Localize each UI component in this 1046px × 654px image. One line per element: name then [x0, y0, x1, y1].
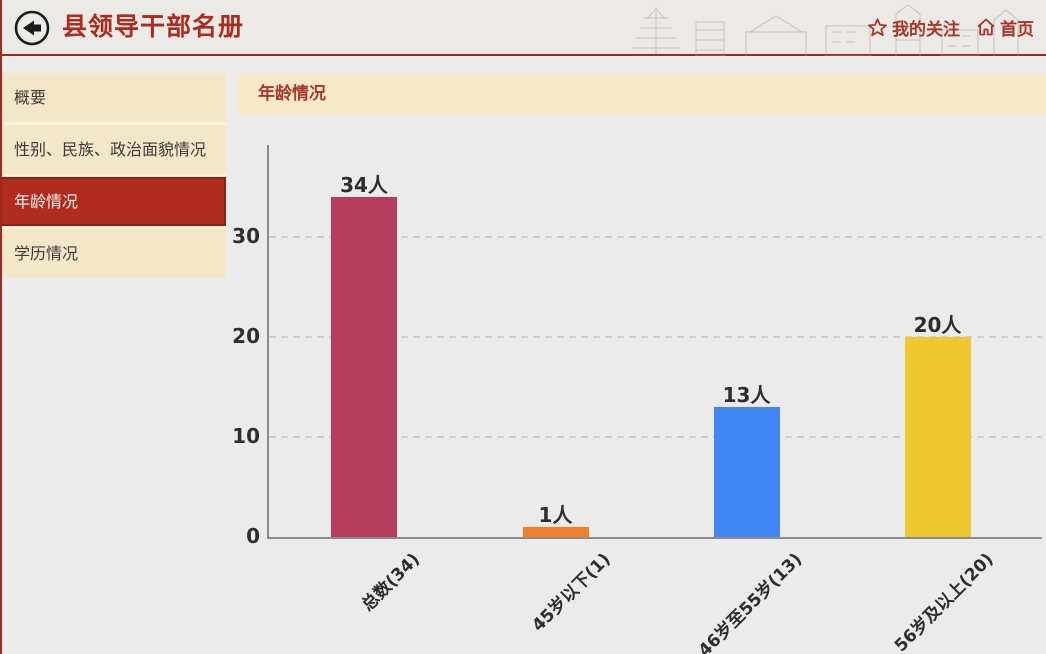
back-arrow-icon — [14, 10, 50, 46]
section-title: 年龄情况 — [258, 84, 326, 104]
bar-value-label: 20人 — [913, 313, 962, 337]
back-button[interactable] — [12, 8, 52, 48]
chart-bar-3[interactable] — [713, 407, 780, 537]
home-label: 首页 — [1000, 19, 1034, 40]
sidebar: 概要 性别、民族、政治面貌情况 年龄情况 学历情况 — [0, 73, 226, 278]
home-link[interactable]: 首页 — [976, 15, 1034, 40]
page-title: 县领导干部名册 — [62, 12, 245, 41]
star-icon — [868, 17, 887, 36]
bar-value-label: 13人 — [722, 383, 771, 407]
y-axis-tick-label: 20 — [232, 324, 260, 348]
gridline-30 — [269, 236, 1042, 238]
y-axis-line — [267, 145, 269, 539]
window-left-accent — [0, 0, 2, 654]
x-axis-category-label: 56岁及以上(20) — [890, 549, 998, 654]
x-axis-category-label: 45岁以下(1) — [528, 549, 616, 636]
sidebar-item-summary[interactable]: 概要 — [0, 73, 226, 122]
header-bar: 县领导干部名册 我的关注 首页 — [0, 0, 1046, 56]
sidebar-item-gender-ethnicity-politics[interactable]: 性别、民族、政治面貌情况 — [0, 125, 226, 174]
bar-value-label: 1人 — [538, 503, 573, 527]
bar-value-label: 34人 — [340, 173, 388, 197]
gridline-20 — [269, 336, 1042, 338]
y-axis-tick-label: 10 — [232, 424, 260, 448]
x-axis-category-label: 总数(34) — [357, 549, 424, 616]
home-icon — [977, 18, 995, 36]
x-axis-category-label: 46岁至55岁(13) — [694, 549, 807, 654]
x-axis-line — [267, 537, 1042, 539]
y-axis-tick-label: 0 — [246, 524, 260, 548]
chart-bar-4[interactable] — [904, 337, 971, 537]
sidebar-item-age[interactable]: 年龄情况 — [0, 177, 226, 226]
header-nav: 我的关注 首页 — [867, 0, 1034, 54]
chart-bar-1[interactable] — [331, 197, 397, 537]
section-title-bar: 年龄情况 — [238, 73, 1046, 115]
chart-bar-2[interactable] — [522, 527, 589, 537]
sidebar-item-education[interactable]: 学历情况 — [0, 229, 226, 278]
my-favorites-label: 我的关注 — [892, 19, 960, 40]
y-axis-tick-label: 30 — [232, 224, 260, 248]
header-watermark — [632, 4, 1019, 56]
my-favorites-link[interactable]: 我的关注 — [867, 15, 960, 40]
gridline-10 — [269, 436, 1042, 438]
